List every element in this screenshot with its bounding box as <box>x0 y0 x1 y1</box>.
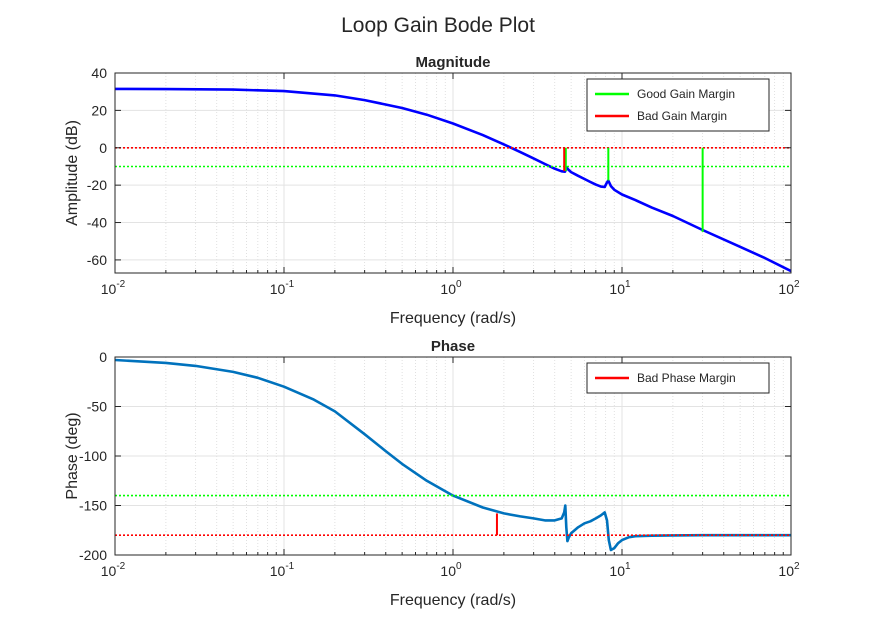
phase-y-tick-label: -200 <box>79 547 107 563</box>
phase-y-tick-label: -150 <box>79 498 107 514</box>
phase-y-tick-label: -50 <box>87 399 107 415</box>
magnitude-x-tick-label: 102 <box>778 279 800 297</box>
magnitude-y-axis-label: Amplitude (dB) <box>64 120 81 226</box>
magnitude-axes-title: Magnitude <box>416 54 491 71</box>
magnitude-y-tick-label: -40 <box>87 215 107 231</box>
magnitude-x-tick-label: 10-1 <box>270 279 295 297</box>
phase-x-tick-label: 10-2 <box>101 561 126 579</box>
phase-legend-label: Bad Phase Margin <box>637 371 736 385</box>
magnitude-y-tick-label: 0 <box>99 140 107 156</box>
magnitude-y-tick-label: -60 <box>87 252 107 268</box>
phase-x-tick-label: 102 <box>778 561 800 579</box>
magnitude-axes: 40 20 0 -20 -40 -60 10-2 10-1 100 101 102 Magnitude… <box>64 54 800 327</box>
magnitude-x-tick-label: 100 <box>440 279 462 297</box>
phase-x-axis-label: Frequency (rad/s) <box>390 592 516 609</box>
phase-x-tick-label: 10-1 <box>270 561 295 579</box>
magnitude-x-tick-label: 101 <box>609 279 631 297</box>
magnitude-legend-box <box>586 78 770 132</box>
phase-axes-title: Phase <box>431 338 475 355</box>
magnitude-response-line <box>114 87 792 273</box>
magnitude-x-tick-label: 10-2 <box>101 279 126 297</box>
magnitude-legend-label: Good Gain Margin <box>637 87 735 101</box>
magnitude-legend: Good Gain Margin Bad Gain Margin <box>586 78 770 132</box>
magnitude-legend-label: Bad Gain Margin <box>637 109 727 123</box>
magnitude-y-tick-label: 20 <box>91 102 107 118</box>
figure-title: Loop Gain Bode Plot <box>341 14 535 37</box>
phase-x-tick-label: 101 <box>609 561 631 579</box>
phase-y-axis-label: Phase (deg) <box>64 412 81 499</box>
phase-y-tick-label: 0 <box>99 349 107 365</box>
phase-legend: Bad Phase Margin <box>586 362 770 394</box>
phase-response-line <box>114 358 791 552</box>
magnitude-y-tick-label: 40 <box>91 65 107 81</box>
magnitude-y-tick-label: -20 <box>87 177 107 193</box>
magnitude-x-axis-label: Frequency (rad/s) <box>390 310 516 327</box>
phase-x-tick-label: 100 <box>440 561 462 579</box>
phase-y-tick-label: -100 <box>79 448 107 464</box>
